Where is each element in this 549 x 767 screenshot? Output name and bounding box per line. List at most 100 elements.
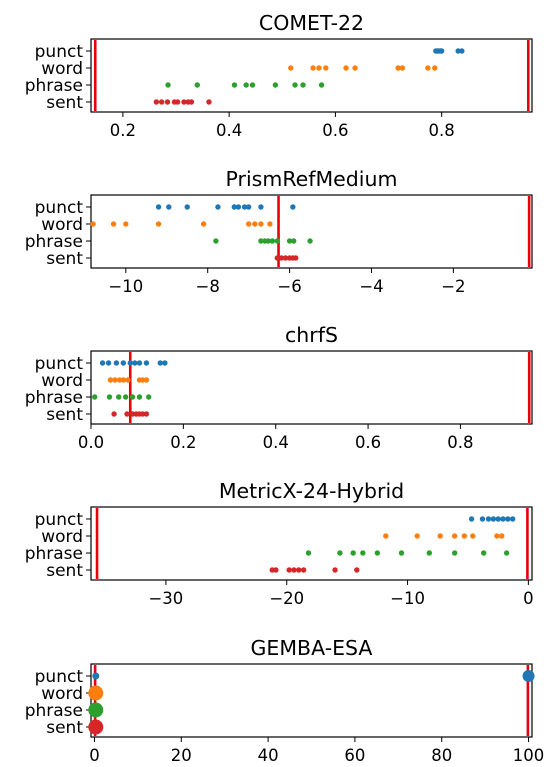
point-word [288, 65, 294, 71]
x-tick-label: 100 [513, 746, 545, 765]
point-sent [282, 255, 289, 261]
point-word [258, 221, 264, 227]
axes-frame [90, 663, 533, 738]
point-punct [290, 204, 296, 210]
point-phrase [318, 82, 325, 88]
point-sent [153, 99, 160, 105]
point-word [110, 221, 117, 227]
point-sent [164, 99, 171, 105]
y-tick-label: phrase [25, 544, 83, 564]
x-tick-label: 0.2 [170, 433, 196, 452]
y-tick-label: punct [35, 42, 84, 62]
point-phrase [360, 550, 366, 556]
point-word [120, 377, 127, 383]
point-punct [509, 516, 516, 522]
point-phrase [426, 550, 433, 556]
point-phrase [258, 238, 264, 244]
point-phrase [165, 82, 171, 88]
point-phrase [292, 82, 298, 88]
point-word [200, 221, 207, 227]
panel-title: MetricX-24-Hybrid [219, 479, 404, 503]
x-tick-label: −4 [359, 277, 383, 296]
y-tick-label: phrase [25, 232, 83, 252]
point-sent [286, 567, 292, 573]
point-punct [143, 360, 150, 366]
point-phrase [106, 394, 113, 400]
point-sent [273, 567, 279, 573]
point-punct [479, 516, 486, 522]
x-tick-label: 0.8 [447, 433, 473, 452]
axes-frame [90, 38, 533, 113]
point-sent [332, 567, 338, 573]
point-sent [278, 255, 285, 261]
point-punct [490, 516, 497, 522]
point-phrase [231, 82, 238, 88]
x-tick-label: 0.4 [263, 433, 289, 452]
point-phrase [337, 550, 343, 556]
point-phrase [307, 238, 313, 244]
x-tick-label: 0 [523, 589, 534, 608]
x-tick-label: 20 [171, 746, 192, 765]
x-tick-label: −6 [277, 277, 301, 296]
point-phrase [269, 238, 276, 244]
point-sent [88, 719, 104, 735]
point-phrase [129, 394, 136, 400]
point-punct [235, 204, 242, 210]
point-sent [181, 99, 187, 105]
point-word [451, 533, 458, 539]
y-tick-label: word [41, 527, 83, 547]
point-punct [522, 670, 535, 682]
point-punct [241, 204, 248, 210]
x-tick-label: 0.4 [216, 121, 242, 140]
point-phrase [274, 238, 281, 244]
x-tick-label: 40 [258, 746, 279, 765]
point-sent [274, 255, 281, 261]
x-tick-label: 0.0 [78, 433, 104, 452]
point-word [88, 685, 104, 701]
point-punct [92, 672, 100, 680]
point-phrase [213, 238, 219, 244]
point-phrase [194, 82, 200, 88]
point-punct [245, 204, 252, 210]
x-tick-label: 0.6 [322, 121, 348, 140]
point-word [352, 65, 358, 71]
point-sent [143, 411, 150, 417]
point-word [116, 377, 123, 383]
x-tick-label: 0.6 [355, 433, 381, 452]
point-punct [184, 204, 190, 210]
panel-title: PrismRefMedium [226, 167, 398, 191]
axes-frame [90, 350, 533, 425]
point-word [494, 533, 500, 539]
point-sent [158, 99, 165, 105]
point-sent [129, 411, 136, 417]
point-word [310, 65, 316, 71]
y-tick-label: punct [35, 667, 84, 687]
point-phrase [480, 550, 487, 556]
point-punct [505, 516, 511, 522]
y-tick-label: phrase [25, 388, 83, 408]
point-word [107, 377, 114, 383]
point-phrase [122, 394, 129, 400]
x-tick-label: 0 [89, 746, 100, 765]
point-word [432, 65, 438, 71]
point-word [112, 377, 118, 383]
point-sent [124, 411, 130, 417]
y-tick-label: sent [46, 718, 83, 738]
point-phrase [272, 82, 279, 88]
x-tick-label: −10 [390, 589, 425, 608]
point-word [414, 533, 420, 539]
point-sent [296, 567, 302, 573]
point-word [437, 533, 443, 539]
y-tick-label: word [41, 59, 83, 79]
y-tick-label: sent [46, 405, 83, 425]
point-phrase [116, 394, 122, 400]
point-word [316, 65, 322, 71]
point-sent [354, 567, 360, 573]
x-tick-label: 0.2 [110, 121, 136, 140]
point-punct [500, 516, 506, 522]
point-sent [291, 567, 297, 573]
y-tick-label: word [41, 371, 83, 391]
y-tick-label: phrase [25, 76, 83, 96]
